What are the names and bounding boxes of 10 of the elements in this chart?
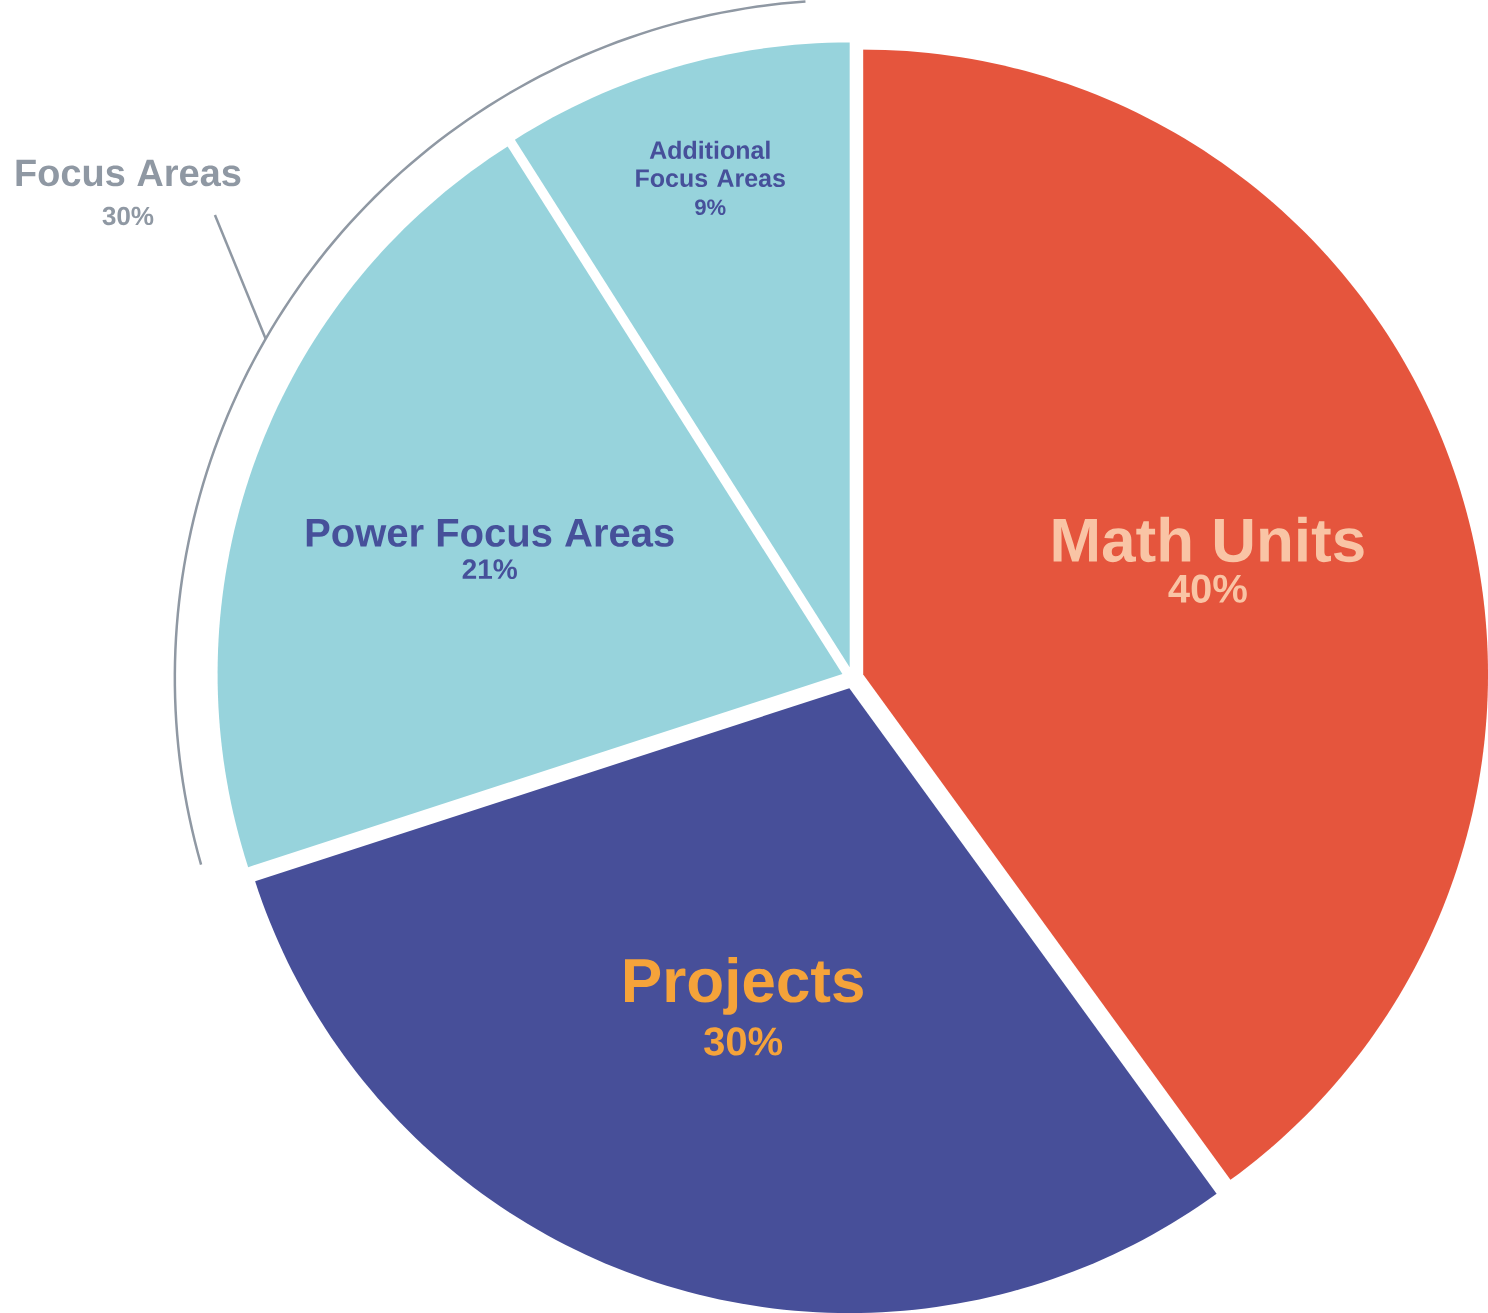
text: 30% bbox=[102, 206, 154, 226]
slice-label: Additional Focus Areas bbox=[636, 140, 785, 187]
slice-label: Projects bbox=[625, 957, 863, 1015]
slice-label: Math Units bbox=[1053, 516, 1364, 563]
data-label: 30% bbox=[704, 1027, 783, 1056]
text: Focus Areas bbox=[16, 159, 241, 187]
data-label: 9% bbox=[695, 199, 726, 215]
data-label: 40% bbox=[1168, 574, 1247, 603]
data-label: 21% bbox=[462, 559, 517, 580]
slice-label: Power Focus Areas bbox=[306, 518, 674, 547]
